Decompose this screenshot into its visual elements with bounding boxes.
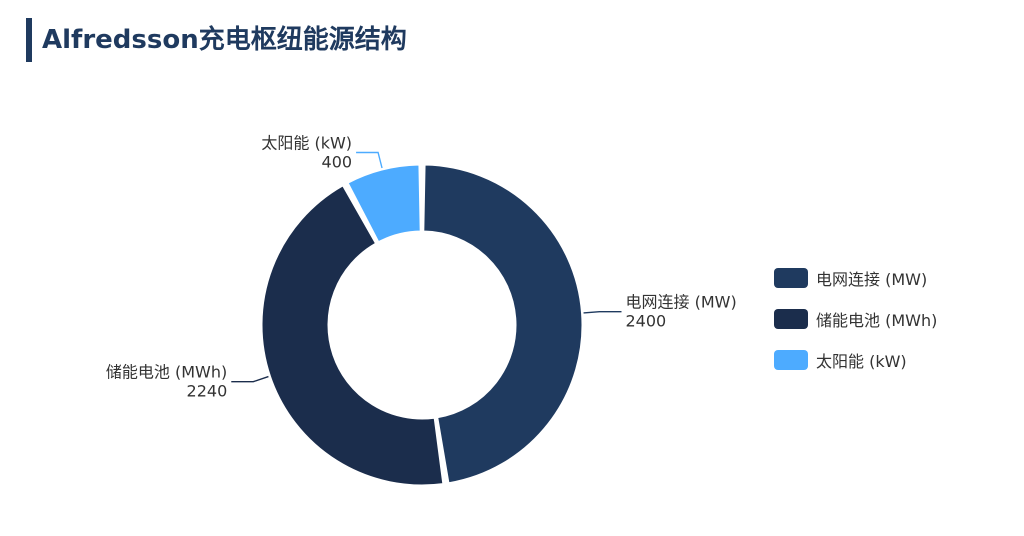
leader-line-battery [231,375,269,383]
donut-slice-battery[interactable] [261,185,444,486]
slice-value-battery: 2240 [187,382,228,401]
donut-slice-grid[interactable] [423,164,583,484]
slice-label-grid: 电网连接 (MW) [626,293,737,312]
legend-swatch [774,350,808,370]
legend-label: 电网连接 (MW) [816,270,928,289]
legend-swatch [774,268,808,288]
slice-label-battery: 储能电池 (MWh) [106,363,227,382]
leader-line-solar [356,151,383,169]
legend-item-battery[interactable]: 储能电池 (MWh) [774,309,938,330]
legend-swatch [774,309,808,329]
title-accent-bar [26,18,32,62]
legend-item-grid[interactable]: 电网连接 (MW) [774,268,937,289]
slice-label-solar: 太阳能 (kW) [261,134,352,153]
legend-label: 太阳能 (kW) [816,352,907,371]
legend-item-solar[interactable]: 太阳能 (kW) [774,350,937,371]
chart-legend: 电网连接 (MW) 储能电池 (MWh) 太阳能 (kW) [774,268,937,391]
slice-value-grid: 2400 [626,312,667,331]
leader-line-grid [583,310,622,314]
chart-title: Alfredsson充电枢纽能源结构 [42,25,407,55]
donut-slice-solar[interactable] [347,164,421,243]
legend-label: 储能电池 (MWh) [816,311,938,330]
slice-value-solar: 400 [322,153,353,172]
